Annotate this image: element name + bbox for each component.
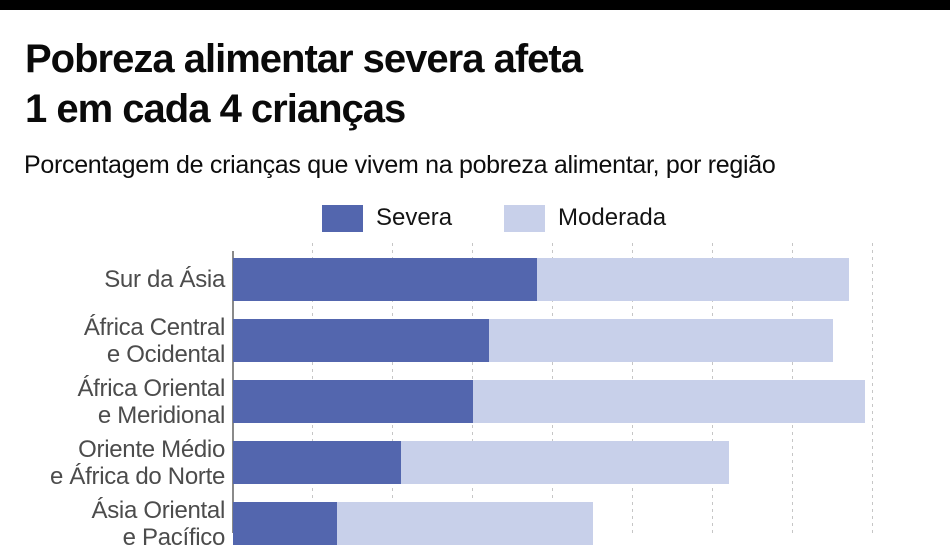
bar-segment-severa [233, 319, 489, 362]
category-label: Sur da Ásia [104, 266, 225, 293]
bar-row [233, 441, 729, 484]
legend-label-severa: Severa [376, 204, 453, 231]
bar-row [233, 380, 865, 423]
bar-segment-moderada [537, 258, 849, 301]
bar-segment-severa [233, 502, 337, 545]
bar-segment-severa [233, 441, 401, 484]
chart-legend: Severa Moderada [322, 204, 666, 232]
category-label: Ásia Oriental e Pacífico [91, 496, 226, 551]
top-black-bar [0, 0, 950, 10]
legend-swatch-moderada [504, 204, 546, 232]
bar-segment-moderada [473, 380, 865, 423]
bar-segment-moderada [337, 502, 593, 545]
category-label: Oriente Médio e África do Norte [50, 435, 225, 490]
bar-segment-moderada [489, 319, 833, 362]
bar-segment-moderada [401, 441, 729, 484]
category-label: África Central e Ocidental [83, 313, 225, 368]
legend-item-moderada: Moderada [504, 204, 666, 232]
legend-label-moderada: Moderada [558, 204, 667, 231]
legend-swatch-severa [322, 204, 363, 232]
bar-chart-area [232, 243, 874, 545]
page-title: Pobreza alimentar severa afeta 1 em cada… [25, 34, 583, 134]
title-line-1: Pobreza alimentar severa afeta [25, 37, 583, 81]
category-labels: Sur da Ásia África Central e Ocidental Áfri… [0, 243, 225, 551]
bar-row [233, 258, 849, 301]
category-label: África Oriental e Meridional [77, 374, 225, 429]
bar-row [233, 502, 593, 545]
gridline-80 [872, 243, 873, 533]
legend-item-severa: Severa [322, 204, 452, 232]
chart-subtitle: Porcentagem de crianças que vivem na pob… [24, 151, 776, 179]
bar-segment-severa [233, 258, 537, 301]
title-line-2: 1 em cada 4 crianças [25, 87, 406, 131]
bar-row [233, 319, 833, 362]
bar-segment-severa [233, 380, 473, 423]
